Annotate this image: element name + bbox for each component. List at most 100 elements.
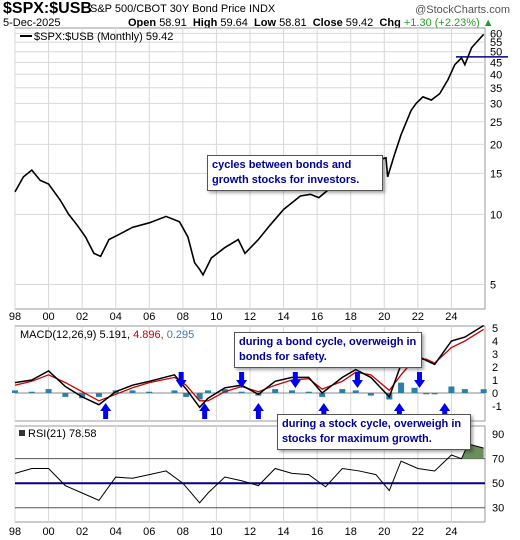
price-y-tick-label: 45 <box>490 57 502 69</box>
macd-histogram-bar <box>448 386 455 393</box>
macd-y-tick-label: 5 <box>492 323 498 335</box>
price-y-tick-label: 5 <box>490 279 496 291</box>
change-up-icon: ▲ <box>482 17 494 29</box>
x-tick-label: 12 <box>244 526 256 538</box>
price-y-tick-label: 20 <box>490 139 502 151</box>
x-tick-label: 08 <box>177 526 189 538</box>
price-y-tick-label: 10 <box>490 209 502 221</box>
macd-histogram-bar <box>45 389 52 393</box>
x-tick-label: 00 <box>42 311 54 323</box>
x-tick-label: 18 <box>345 526 357 538</box>
x-tick-label: 98 <box>9 526 21 538</box>
price-y-tick-label: 15 <box>490 168 502 180</box>
macd-legend-label: MACD(12,26,9) 5.191, 4.896, 0.295 <box>20 329 194 341</box>
macd-histogram-bar <box>352 390 359 393</box>
x-tick-label: 22 <box>412 311 424 323</box>
change-value: +1.30 (+2.23%) <box>403 17 480 29</box>
chart-symbol: $SPX:$USB <box>3 0 92 17</box>
x-tick-label: 20 <box>378 311 390 323</box>
rsi-y-tick-label: 50 <box>492 478 504 490</box>
macd-histogram-bar <box>411 387 418 393</box>
macd-histogram-bar <box>305 391 312 393</box>
down-arrow-icon <box>236 372 248 388</box>
low-value: 58.81 <box>279 17 307 29</box>
x-tick-label: 02 <box>76 526 88 538</box>
x-tick-label: 14 <box>277 526 289 538</box>
x-tick-label: 08 <box>177 311 189 323</box>
rsi-y-tick-label: 90 <box>492 429 504 441</box>
down-arrow-icon <box>289 372 301 388</box>
macd-histogram-bar <box>272 389 279 393</box>
quote-line: Open 58.91 High 59.64 Low 58.81 Close 59… <box>128 17 494 29</box>
high-label: High <box>192 17 218 29</box>
high-value: 59.64 <box>220 17 248 29</box>
macd-histogram-bar <box>95 393 102 397</box>
rsi-line <box>14 443 484 504</box>
x-tick-label: 12 <box>244 311 256 323</box>
macd-y-tick-label: 4 <box>492 336 498 348</box>
price-y-tick-label: 60 <box>490 28 502 40</box>
change-label: Chg <box>379 17 401 29</box>
macd-histogram-bar <box>367 393 374 396</box>
annotation-cycles: cycles between bonds and growth stocks f… <box>207 155 383 191</box>
x-tick-label: 24 <box>445 311 457 323</box>
x-tick-label: 14 <box>277 311 289 323</box>
x-tick-label: 18 <box>345 311 357 323</box>
macd-histogram-bar <box>183 393 190 397</box>
x-tick-label: 16 <box>311 526 323 538</box>
up-arrow-icon <box>393 403 405 419</box>
x-tick-label: 10 <box>210 311 222 323</box>
macd-histogram-bar <box>196 393 203 400</box>
x-tick-label: 10 <box>210 526 222 538</box>
macd-y-tick-label: 3 <box>492 349 498 361</box>
macd-histogram-bar <box>339 389 346 393</box>
x-tick-label: 00 <box>42 526 54 538</box>
macd-y-tick-label: 1 <box>492 375 498 387</box>
up-arrow-icon <box>252 403 264 419</box>
macd-histogram-bar <box>398 382 405 393</box>
price-y-tick-label: 35 <box>490 83 502 95</box>
x-tick-label: 02 <box>76 311 88 323</box>
macd-histogram-bar <box>319 393 326 397</box>
x-tick-label: 22 <box>412 526 424 538</box>
open-value: 58.91 <box>159 17 187 29</box>
up-arrow-icon <box>100 403 112 419</box>
price-series-line <box>14 33 485 277</box>
down-arrow-icon <box>414 372 426 388</box>
rsi-legend-swatch <box>19 430 25 436</box>
macd-histogram-bar <box>480 389 487 393</box>
macd-histogram-bar <box>28 391 35 393</box>
price-y-tick-label: 55 <box>490 37 502 49</box>
price-y-tick-label: 25 <box>490 117 502 129</box>
open-label: Open <box>128 17 157 29</box>
up-arrow-icon <box>318 403 330 419</box>
price-legend-label: $SPX:$USB (Monthly) 59.42 <box>34 31 173 43</box>
rsi-y-tick-label: 30 <box>492 503 504 515</box>
price-y-tick-label: 30 <box>490 98 502 110</box>
chart-instrument-name: S&P 500/CBOT 30Y Bond Price INDX <box>90 3 276 15</box>
macd-histogram-bar <box>205 390 212 393</box>
x-tick-label: 04 <box>110 311 122 323</box>
annotation-bond-cycle: during a bond cycle, overweigh in bonds … <box>234 332 422 368</box>
macd-legend-part: 5.191, <box>96 329 130 341</box>
x-tick-label: 20 <box>378 526 390 538</box>
x-tick-label: 06 <box>143 526 155 538</box>
macd-y-tick-label: -1 <box>492 401 502 413</box>
chart-date: 5-Dec-2025 <box>3 17 61 29</box>
macd-histogram-bar <box>171 390 178 393</box>
macd-histogram-bar <box>129 390 136 393</box>
macd-legend-part: 4.896, <box>130 329 164 341</box>
macd-histogram-bar <box>146 391 153 393</box>
macd-histogram-bar <box>288 390 295 393</box>
macd-y-tick-label: 2 <box>492 362 498 374</box>
x-tick-label: 06 <box>143 311 155 323</box>
macd-histogram-bar <box>461 389 468 393</box>
macd-histogram-bar <box>431 393 438 395</box>
up-arrow-icon <box>439 403 451 419</box>
low-label: Low <box>254 17 277 29</box>
down-arrow-icon <box>351 372 363 388</box>
x-axis: 98 98 00 00 02 02 04 04 06 06 08 08 10 10 12 12 14 14 16 16… <box>9 311 458 538</box>
price-y-tick-label: 40 <box>490 69 502 81</box>
